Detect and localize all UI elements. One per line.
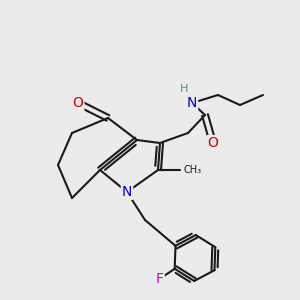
Text: F: F [156, 272, 164, 286]
Text: N: N [187, 96, 197, 110]
Text: H: H [180, 84, 188, 94]
Text: O: O [208, 136, 218, 150]
Text: CH₃: CH₃ [184, 165, 202, 175]
Text: O: O [73, 96, 83, 110]
Text: N: N [122, 185, 132, 199]
